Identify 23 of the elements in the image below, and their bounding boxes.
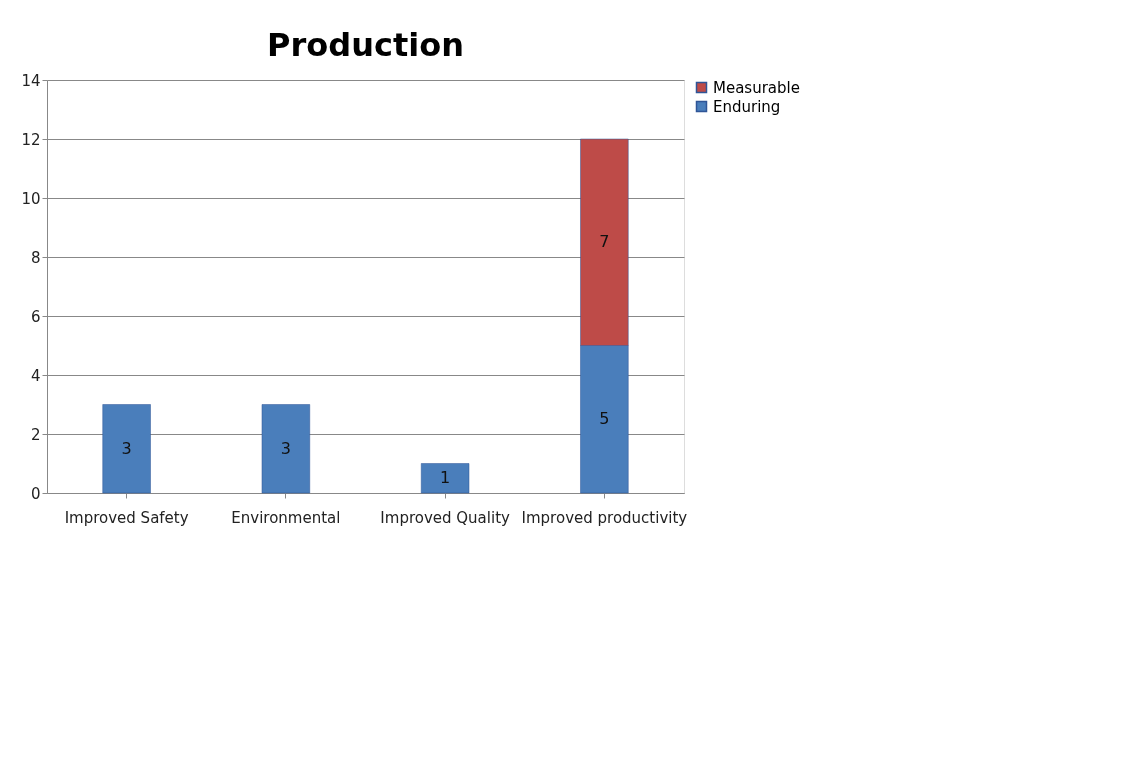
y-tick-label: 12 bbox=[21, 130, 41, 149]
bar bbox=[420, 463, 470, 494]
y-tick-label: 4 bbox=[30, 366, 41, 385]
data-label: 5 bbox=[599, 409, 610, 429]
y-tick-label: 0 bbox=[30, 484, 41, 503]
bar bbox=[102, 404, 151, 494]
x-tick-label: Improved Quality bbox=[380, 508, 511, 527]
y-tick-label: 10 bbox=[21, 189, 41, 208]
bar bbox=[261, 404, 311, 494]
y-tick-label: 6 bbox=[30, 307, 41, 326]
y-tick-label: 14 bbox=[21, 71, 41, 90]
x-tick-label: Improved Safety bbox=[64, 508, 189, 527]
data-label: 3 bbox=[121, 438, 132, 458]
x-tick-label: Improved productivity bbox=[521, 508, 688, 527]
legend-label: Measurable bbox=[713, 78, 800, 97]
x-tick-label: Environmental bbox=[231, 508, 341, 527]
y-tick-label: 8 bbox=[30, 248, 41, 267]
data-label: 3 bbox=[280, 438, 291, 458]
chart-title: Production bbox=[267, 26, 464, 64]
legend-label: Enduring bbox=[713, 97, 781, 116]
data-label: 7 bbox=[599, 232, 610, 252]
data-label: 1 bbox=[440, 468, 451, 488]
y-tick-label: 2 bbox=[30, 425, 41, 444]
